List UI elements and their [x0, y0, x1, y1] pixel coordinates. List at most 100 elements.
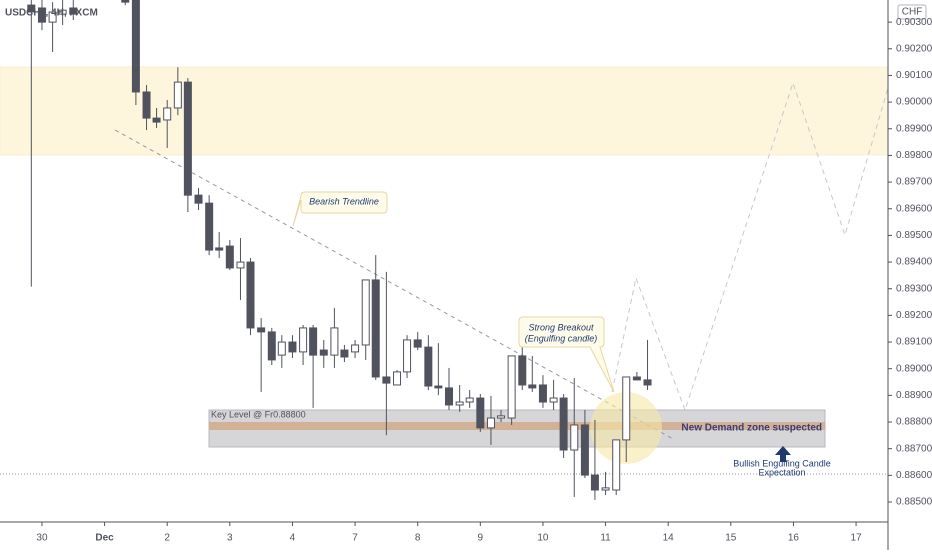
- candle-body: [225, 245, 234, 269]
- y-tick-label: 0.88700: [896, 443, 932, 454]
- x-tick-label: 7: [352, 533, 358, 544]
- y-tick-label: 0.88500: [896, 497, 932, 508]
- y-tick-label: 0.90200: [896, 43, 932, 54]
- candle-body: [152, 117, 161, 123]
- y-tick-label: 0.89700: [896, 177, 932, 188]
- key-level-line: [209, 422, 825, 430]
- candle-body: [277, 341, 286, 356]
- candle-body: [393, 371, 402, 386]
- candles: [27, 0, 652, 500]
- candle-body: [257, 327, 266, 333]
- y-tick-label: 0.90000: [896, 97, 932, 108]
- candle-body: [267, 331, 276, 361]
- y-tick-label: 0.89400: [896, 257, 932, 268]
- trendline: [114, 129, 676, 441]
- candle-body: [476, 397, 485, 429]
- candle-body: [351, 344, 360, 353]
- candle-body: [424, 346, 433, 387]
- candle-body: [559, 397, 568, 451]
- x-tick-label: 30: [36, 533, 48, 544]
- candle-body: [299, 327, 308, 353]
- annotation: Bullish Engulfing Candle: [733, 458, 831, 468]
- y-tick-label: 0.90100: [896, 70, 932, 81]
- candle-body: [413, 339, 422, 348]
- projection-path: [611, 81, 889, 412]
- candle-body: [382, 376, 391, 384]
- candle-body: [549, 397, 558, 403]
- candle-body: [455, 401, 464, 406]
- y-tick-label: 0.90300: [896, 17, 932, 28]
- y-tick-label: 0.89100: [896, 337, 932, 348]
- candle-body: [445, 387, 454, 406]
- candle-body: [538, 384, 547, 403]
- candle-body: [58, 9, 67, 15]
- candle-body: [612, 439, 621, 491]
- candle-body: [236, 261, 245, 269]
- y-tick-label: 0.89200: [896, 310, 932, 321]
- annotation: New Demand zone suspected: [681, 423, 822, 434]
- x-tick-label: 14: [663, 533, 675, 544]
- candle-body: [246, 261, 255, 329]
- candle-body: [183, 81, 192, 196]
- y-tick-label: 0.88600: [896, 470, 932, 481]
- candle-body: [570, 424, 579, 451]
- x-tick-label: 16: [788, 533, 800, 544]
- candle-body: [580, 424, 589, 476]
- x-tick-label: 2: [164, 533, 170, 544]
- candle-body: [194, 194, 203, 204]
- candle-body: [643, 379, 652, 386]
- annotation: Bearish Trendline: [309, 196, 379, 206]
- x-tick-label: 8: [415, 533, 421, 544]
- callout: [518, 316, 615, 393]
- candle-body: [37, 7, 46, 23]
- callout: [292, 191, 388, 227]
- y-tick-label: 0.88900: [896, 390, 932, 401]
- candle-body: [486, 417, 495, 429]
- candle-body: [319, 349, 328, 356]
- candle-body: [361, 279, 370, 346]
- candle-body: [48, 11, 57, 23]
- x-tick-label: 15: [725, 533, 737, 544]
- y-tick-label: 0.88800: [896, 417, 932, 428]
- x-tick-label: 4: [290, 533, 296, 544]
- candle-body: [309, 327, 318, 356]
- candle-body: [601, 487, 610, 491]
- x-tick-label: 17: [850, 533, 862, 544]
- currency: CHF: [902, 7, 923, 18]
- annotation: Key Level @ Fr0.88800: [211, 409, 306, 419]
- y-tick-label: 0.89300: [896, 283, 932, 294]
- annotation: Strong Breakout: [528, 322, 594, 332]
- candle-body: [590, 474, 599, 491]
- candle-body: [288, 341, 297, 353]
- y-tick-label: 0.89000: [896, 363, 932, 374]
- x-tick-label: 11: [600, 533, 611, 544]
- y-tick-label: 0.89800: [896, 150, 932, 161]
- candle-body: [27, 4, 36, 13]
- y-tick-label: 0.89900: [896, 123, 932, 134]
- y-tick-label: 0.89500: [896, 230, 932, 241]
- candle-body: [465, 397, 474, 403]
- candle-body: [173, 81, 182, 109]
- chart-title: USDCHF, 4H, FXCM: [5, 8, 98, 19]
- candle-body: [371, 279, 380, 378]
- x-tick-label: 10: [537, 533, 549, 544]
- candle-body: [403, 339, 412, 373]
- candle-body: [131, 0, 140, 93]
- candle-body: [632, 376, 641, 381]
- candle-body: [528, 384, 537, 389]
- annotation: Expectation: [758, 467, 805, 477]
- candle-body: [434, 385, 443, 389]
- candle-body: [121, 0, 130, 3]
- candle-body: [518, 355, 527, 386]
- candle-body: [142, 91, 151, 119]
- x-tick-label: 9: [478, 533, 484, 544]
- candle-body: [340, 349, 349, 358]
- candle-body: [205, 202, 214, 251]
- candle-body: [163, 107, 172, 121]
- candle-body: [496, 415, 505, 419]
- annotation: (Engulfing candle): [525, 333, 598, 343]
- candle-body: [69, 7, 78, 15]
- candle-body: [330, 327, 339, 356]
- currency-box: [897, 4, 927, 20]
